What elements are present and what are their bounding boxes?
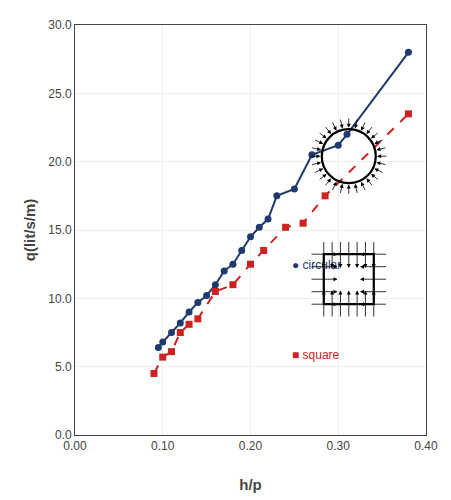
svg-text:15.0: 15.0 [48,223,72,237]
svg-text:■ square: ■ square [292,348,340,362]
svg-text:h/p: h/p [239,476,262,493]
svg-text:● circular: ● circular [292,258,341,272]
svg-text:0.0: 0.0 [55,428,72,442]
svg-text:0.00: 0.00 [63,439,87,453]
svg-text:5.0: 5.0 [55,360,72,374]
svg-text:0.30: 0.30 [327,439,351,453]
svg-text:0.40: 0.40 [414,439,438,453]
svg-text:25.0: 25.0 [48,87,72,101]
svg-text:30.0: 30.0 [48,18,72,32]
svg-text:10.0: 10.0 [48,292,72,306]
svg-text:0.10: 0.10 [151,439,175,453]
svg-text:q(lit/s/m): q(lit/s/m) [21,199,38,262]
svg-text:20.0: 20.0 [48,155,72,169]
svg-text:0.20: 0.20 [239,439,263,453]
